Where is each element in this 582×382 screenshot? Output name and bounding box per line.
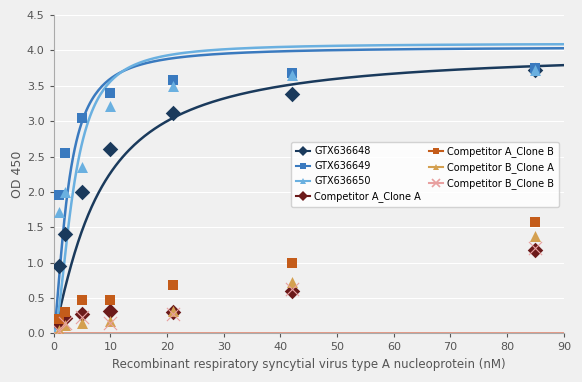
Point bbox=[106, 297, 115, 303]
Point bbox=[168, 309, 178, 315]
Point bbox=[55, 328, 64, 334]
Legend: GTX636648, GTX636649, GTX636650, Competitor A_Clone A, Competitor A_Clone B, Com: GTX636648, GTX636649, GTX636650, Competi… bbox=[291, 142, 559, 207]
Point bbox=[168, 110, 178, 116]
Point bbox=[168, 308, 178, 314]
Point bbox=[531, 219, 540, 225]
Point bbox=[55, 209, 64, 215]
Point bbox=[55, 321, 64, 327]
Point bbox=[287, 288, 296, 294]
Point bbox=[55, 316, 64, 322]
Point bbox=[106, 308, 115, 314]
Point bbox=[287, 91, 296, 97]
Point bbox=[287, 286, 296, 293]
Point bbox=[77, 164, 87, 170]
Point bbox=[61, 309, 70, 315]
Point bbox=[531, 247, 540, 253]
Point bbox=[61, 189, 70, 195]
Point bbox=[168, 83, 178, 89]
Point bbox=[55, 327, 64, 333]
Point bbox=[106, 102, 115, 108]
Point bbox=[287, 259, 296, 265]
Point bbox=[61, 320, 70, 326]
Point bbox=[106, 146, 115, 152]
Point bbox=[287, 70, 296, 76]
Point bbox=[531, 65, 540, 71]
Point bbox=[106, 318, 115, 324]
X-axis label: Recombinant respiratory syncytial virus type A nucleoprotein (nM): Recombinant respiratory syncytial virus … bbox=[112, 358, 506, 371]
Y-axis label: OD 450: OD 450 bbox=[11, 151, 24, 198]
Point bbox=[168, 282, 178, 288]
Point bbox=[168, 311, 178, 317]
Point bbox=[106, 320, 115, 326]
Point bbox=[77, 314, 87, 320]
Point bbox=[61, 315, 70, 321]
Point bbox=[55, 263, 64, 269]
Point bbox=[61, 322, 70, 328]
Point bbox=[106, 90, 115, 96]
Point bbox=[531, 245, 540, 251]
Point bbox=[531, 67, 540, 73]
Point bbox=[287, 279, 296, 285]
Point bbox=[531, 233, 540, 239]
Point bbox=[287, 72, 296, 78]
Point bbox=[61, 150, 70, 156]
Point bbox=[77, 297, 87, 303]
Point bbox=[77, 189, 87, 195]
Point bbox=[77, 320, 87, 326]
Point bbox=[77, 311, 87, 317]
Point bbox=[55, 193, 64, 199]
Point bbox=[168, 77, 178, 83]
Point bbox=[531, 67, 540, 73]
Point bbox=[61, 231, 70, 237]
Point bbox=[77, 115, 87, 121]
